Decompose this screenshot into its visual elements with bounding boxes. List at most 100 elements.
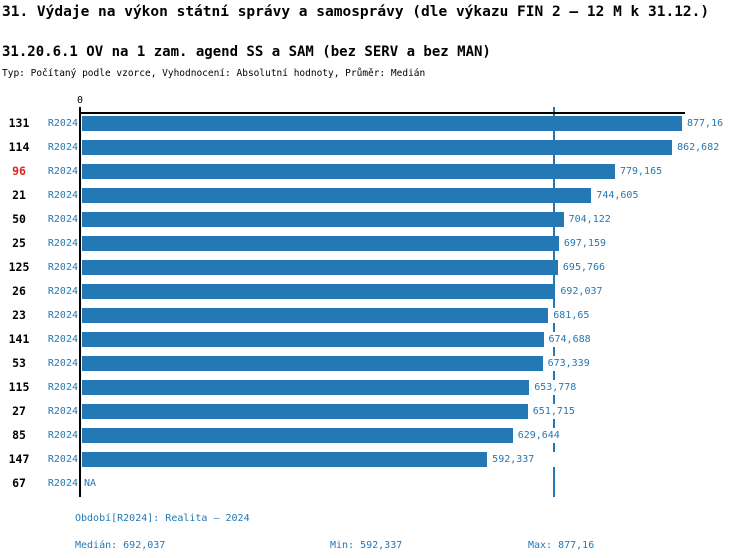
bar-row: 141 R2024 674,688	[0, 332, 750, 347]
rank-label: 141	[8, 332, 30, 346]
bar-row: 147 R2024 592,337	[0, 452, 750, 467]
rank-label: 147	[8, 452, 30, 466]
series-label: R2024	[47, 310, 78, 321]
footer-median: Medián: 692,037	[75, 540, 166, 551]
series-label: R2024	[47, 142, 78, 153]
median-line	[553, 107, 555, 497]
value-label: 629,644	[517, 430, 560, 441]
value-label: 697,159	[563, 238, 607, 249]
bar-track: 653,778	[82, 380, 682, 395]
bar-track: 744,605	[82, 188, 682, 203]
bar-row: 27 R2024 651,715	[0, 404, 750, 419]
value-label: 681,65	[553, 310, 590, 321]
chart-subtitle: 31.20.6.1 OV na 1 zam. agend SS a SAM (b…	[2, 44, 491, 60]
bar-track: 862,682	[82, 140, 719, 155]
bar-row: 125 R2024 695,766	[0, 260, 750, 275]
bar	[82, 140, 673, 155]
rank-label: 96	[12, 164, 26, 178]
bar	[82, 452, 488, 467]
bar-track: 651,715	[82, 404, 682, 419]
bar	[82, 332, 544, 347]
value-label: 673,339	[547, 358, 590, 369]
bar	[82, 188, 592, 203]
series-label: R2024	[47, 166, 78, 177]
footer-period: Období[R2024]: Realita – 2024	[75, 513, 250, 524]
value-label: 744,605	[596, 190, 639, 201]
rank-label: 26	[12, 284, 26, 298]
x-axis-zero-label: 0	[76, 95, 84, 106]
value-label: 653,778	[534, 382, 577, 393]
bar	[82, 356, 543, 371]
y-axis-line	[79, 107, 81, 497]
rank-label: 67	[12, 476, 26, 490]
value-label: 592,337	[492, 454, 535, 465]
bar-row: 131 R2024 877,16	[0, 116, 750, 131]
series-label: R2024	[47, 286, 78, 297]
value-label: 695,766	[562, 262, 606, 273]
bar-row: 53 R2024 673,339	[0, 356, 750, 371]
series-label: R2024	[47, 118, 78, 129]
bar-row: 25 R2024 697,159	[0, 236, 750, 251]
bar	[82, 308, 549, 323]
bar-track: 674,688	[82, 332, 682, 347]
series-label: R2024	[47, 262, 78, 273]
bar	[82, 404, 528, 419]
series-label: R2024	[47, 334, 78, 345]
rank-label: 131	[8, 116, 30, 130]
series-label: R2024	[47, 430, 78, 441]
bar-row: 115 R2024 653,778	[0, 380, 750, 395]
bar-track: 695,766	[82, 260, 682, 275]
bar-row: 96 R2024 779,165	[0, 164, 750, 179]
value-label: 877,16	[687, 118, 724, 129]
bar-track: 673,339	[82, 356, 682, 371]
rank-label: 50	[12, 212, 26, 226]
value-label: 862,682	[677, 142, 720, 153]
series-label: R2024	[47, 478, 78, 489]
bar-row: 26 R2024 692,037	[0, 284, 750, 299]
bar-track: 697,159	[82, 236, 682, 251]
series-label: R2024	[47, 358, 78, 369]
bar	[82, 236, 559, 251]
series-label: R2024	[47, 214, 78, 225]
bar	[82, 260, 558, 275]
footer-max: Max: 877,16	[528, 540, 595, 551]
value-label: 692,037	[560, 286, 603, 297]
rank-label: 27	[12, 404, 26, 418]
bar-row: 23 R2024 681,65	[0, 308, 750, 323]
series-label: R2024	[47, 454, 78, 465]
bar-track: 877,16	[82, 116, 723, 131]
bar	[82, 212, 564, 227]
bar-track: 681,65	[82, 308, 682, 323]
na-value-label: NA	[84, 478, 97, 489]
bar	[82, 116, 682, 131]
bar-row: 67 R2024 NA	[0, 476, 750, 491]
bar-row: 50 R2024 704,122	[0, 212, 750, 227]
rank-label: 114	[8, 140, 30, 154]
bar-track: 692,037	[82, 284, 682, 299]
series-label: R2024	[47, 382, 78, 393]
value-label: 651,715	[532, 406, 575, 417]
series-label: R2024	[47, 190, 78, 201]
rank-label: 115	[8, 380, 30, 394]
value-label: 704,122	[568, 214, 611, 225]
bar-track: 629,644	[82, 428, 682, 443]
bar-row: 85 R2024 629,644	[0, 428, 750, 443]
bar	[82, 428, 513, 443]
series-label: R2024	[47, 238, 78, 249]
rank-label: 25	[12, 236, 26, 250]
rank-label: 21	[12, 188, 26, 202]
bar	[82, 284, 556, 299]
footer-min: Min: 592,337	[330, 540, 403, 551]
rank-label: 85	[12, 428, 26, 442]
rank-label: 125	[8, 260, 30, 274]
page-title: 31. Výdaje na výkon státní správy a samo…	[2, 4, 710, 20]
rank-label: 53	[12, 356, 26, 370]
value-label: 674,688	[548, 334, 591, 345]
bar	[82, 164, 615, 179]
rank-label: 23	[12, 308, 26, 322]
bar-track: 592,337	[82, 452, 682, 467]
series-label: R2024	[47, 406, 78, 417]
x-axis-line	[79, 112, 685, 114]
bar-row: 114 R2024 862,682	[0, 140, 750, 155]
